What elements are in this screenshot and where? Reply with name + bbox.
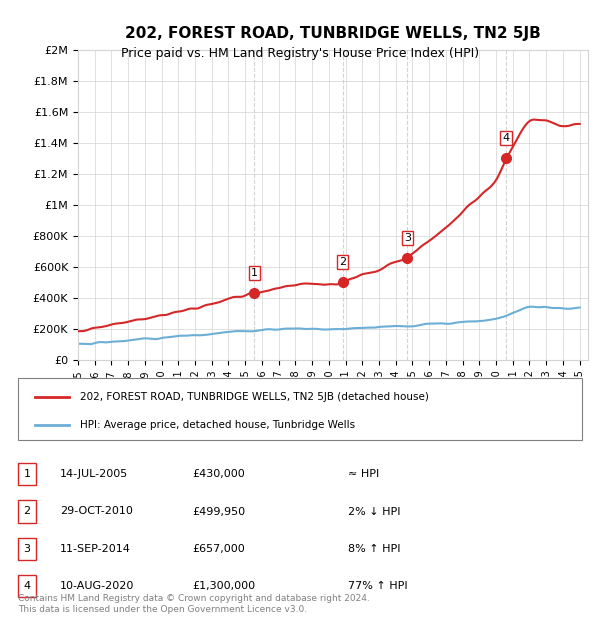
Text: 3: 3 (23, 544, 31, 554)
Title: 202, FOREST ROAD, TUNBRIDGE WELLS, TN2 5JB: 202, FOREST ROAD, TUNBRIDGE WELLS, TN2 5… (125, 27, 541, 42)
Text: 29-OCT-2010: 29-OCT-2010 (60, 507, 133, 516)
Text: 2: 2 (23, 507, 31, 516)
Text: 4: 4 (23, 581, 31, 591)
Text: 2% ↓ HPI: 2% ↓ HPI (348, 507, 401, 516)
Text: 4: 4 (503, 133, 509, 143)
Text: 202, FOREST ROAD, TUNBRIDGE WELLS, TN2 5JB (detached house): 202, FOREST ROAD, TUNBRIDGE WELLS, TN2 5… (80, 392, 429, 402)
Text: £430,000: £430,000 (192, 469, 245, 479)
Text: 3: 3 (404, 233, 411, 243)
Text: £499,950: £499,950 (192, 507, 245, 516)
Text: 10-AUG-2020: 10-AUG-2020 (60, 581, 134, 591)
Text: £657,000: £657,000 (192, 544, 245, 554)
Text: 77% ↑ HPI: 77% ↑ HPI (348, 581, 407, 591)
Text: 14-JUL-2005: 14-JUL-2005 (60, 469, 128, 479)
Text: 11-SEP-2014: 11-SEP-2014 (60, 544, 131, 554)
Text: ≈ HPI: ≈ HPI (348, 469, 379, 479)
Text: £1,300,000: £1,300,000 (192, 581, 255, 591)
Text: 1: 1 (23, 469, 31, 479)
FancyBboxPatch shape (18, 378, 582, 440)
Text: 8% ↑ HPI: 8% ↑ HPI (348, 544, 401, 554)
Text: Price paid vs. HM Land Registry's House Price Index (HPI): Price paid vs. HM Land Registry's House … (121, 46, 479, 60)
Text: Contains HM Land Registry data © Crown copyright and database right 2024.
This d: Contains HM Land Registry data © Crown c… (18, 595, 370, 614)
Text: HPI: Average price, detached house, Tunbridge Wells: HPI: Average price, detached house, Tunb… (80, 420, 355, 430)
Text: 1: 1 (251, 268, 258, 278)
Text: 2: 2 (339, 257, 346, 267)
